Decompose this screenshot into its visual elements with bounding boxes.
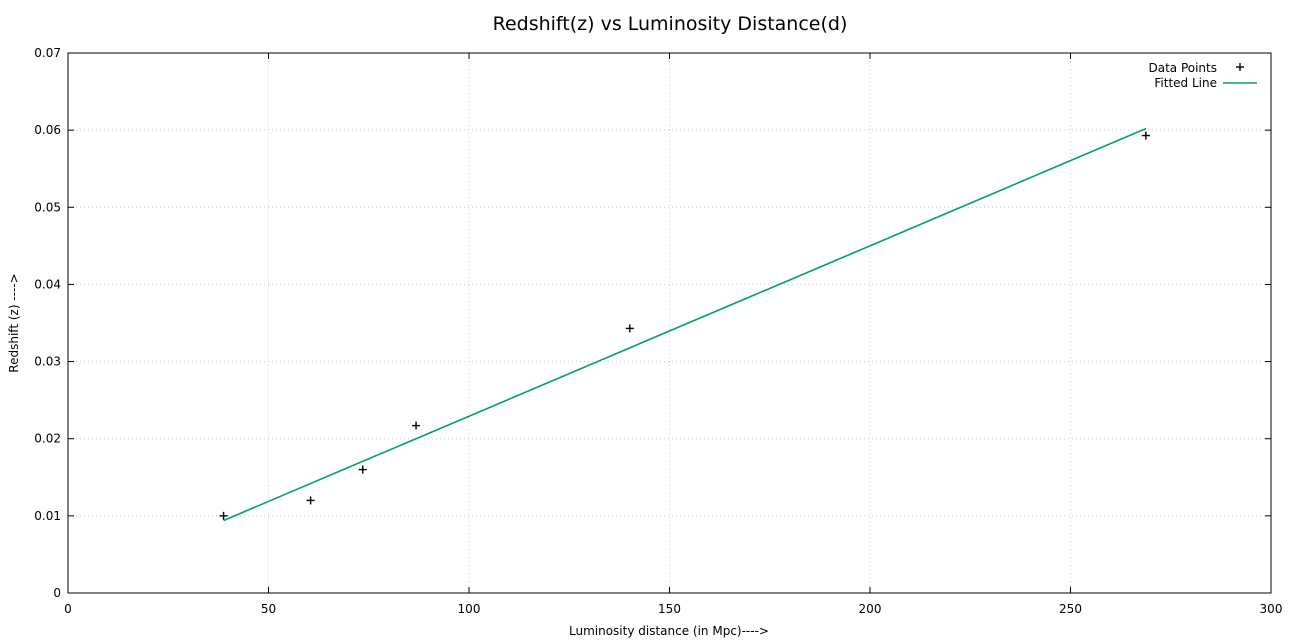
data-point [1141,131,1150,140]
grid [68,53,1271,593]
y-tick-label: 0.04 [34,277,61,291]
x-tick-label: 250 [1059,602,1082,616]
series-layer [219,127,1150,522]
y-tick-label: 0.03 [34,355,61,369]
fitted-line [223,127,1147,522]
y-tick-label: 0 [53,586,61,600]
data-point [358,465,367,474]
y-tick-label: 0.07 [34,46,61,60]
x-tick-label: 100 [458,602,481,616]
x-tick-label: 0 [64,602,72,616]
y-tick-label: 0.05 [34,200,61,214]
x-tick-label: 200 [859,602,882,616]
chart-title: Redshift(z) vs Luminosity Distance(d) [493,13,848,35]
x-axis-label: Luminosity distance (in Mpc)----> [569,624,769,638]
data-point [219,511,228,520]
y-tick-label: 0.01 [34,509,61,523]
x-tick-label: 150 [658,602,681,616]
legend-label: Fitted Line [1154,76,1217,90]
data-point [625,324,634,333]
x-tick-label: 300 [1260,602,1283,616]
data-point [306,496,315,505]
data-point [412,421,421,430]
legend-label: Data Points [1148,61,1217,75]
y-tick-label: 0.06 [34,123,61,137]
x-tick-label: 50 [261,602,276,616]
y-axis: 0 0.01 0.02 0.03 0.04 0.05 0.06 0.07 [34,46,1271,600]
x-axis: 0 50 100 150 200 250 300 [64,53,1282,616]
y-axis-label: Redshift (z) ----> [7,273,21,372]
y-tick-label: 0.02 [34,432,61,446]
